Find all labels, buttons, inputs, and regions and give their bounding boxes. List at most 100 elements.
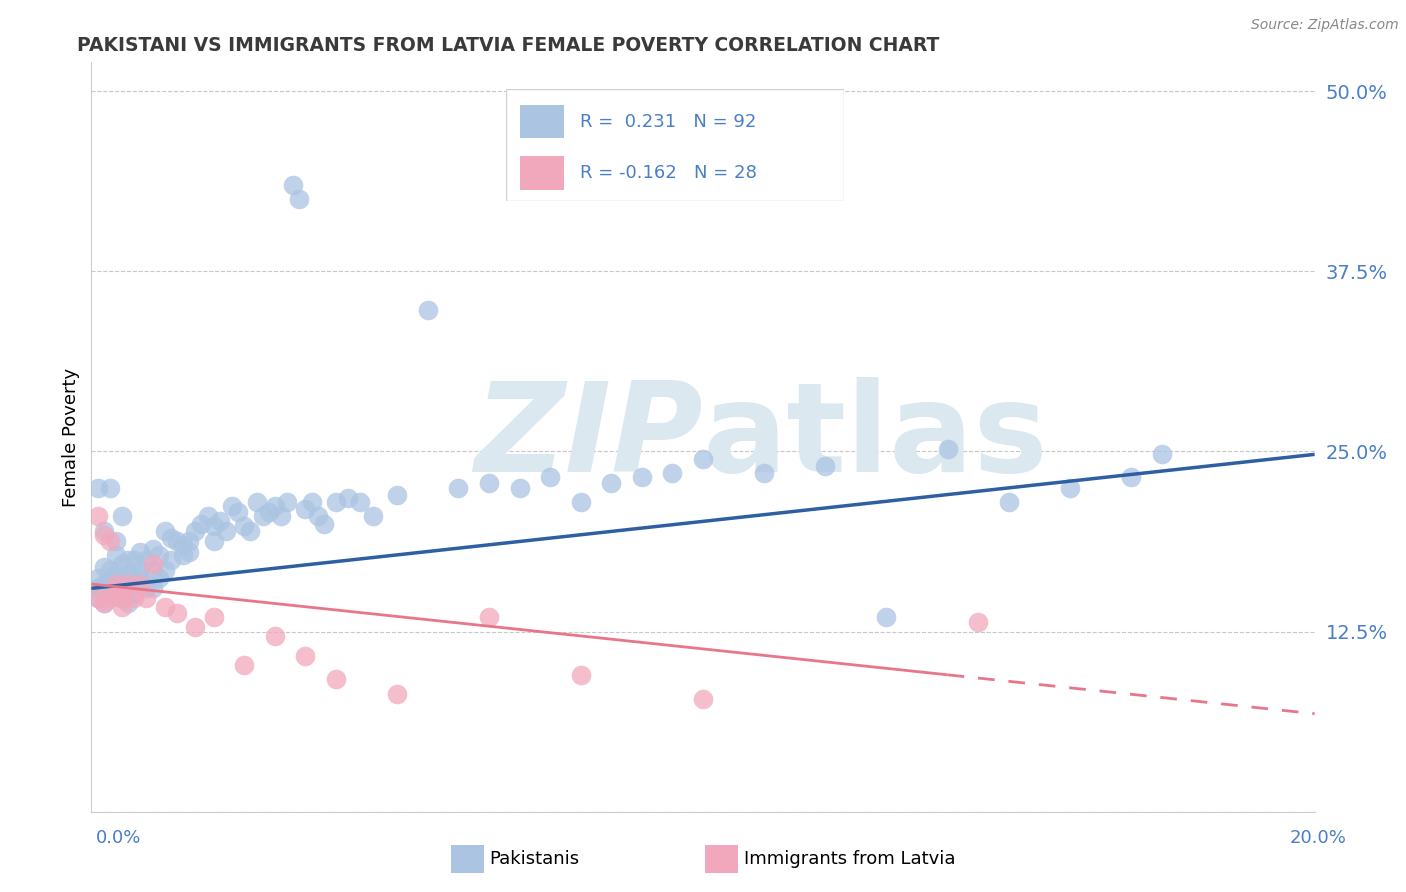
Point (184, 620, 207, 634)
Point (135, 591, 157, 606)
Point (104, 585, 127, 599)
Point (86, 509, 108, 524)
Text: PAKISTANI VS IMMIGRANTS FROM LATVIA FEMALE POVERTY CORRELATION CHART: PAKISTANI VS IMMIGRANTS FROM LATVIA FEMA… (77, 36, 939, 54)
Point (264, 629, 287, 643)
Point (257, 505, 280, 519)
Point (1121, 470, 1143, 484)
Point (569, 668, 592, 682)
Point (166, 533, 188, 548)
Point (325, 672, 347, 686)
Point (86, 571, 108, 585)
Point (179, 545, 201, 559)
Point (86, 582, 108, 596)
FancyBboxPatch shape (506, 89, 844, 201)
Text: 20.0%: 20.0% (1291, 829, 1347, 847)
Point (141, 563, 163, 577)
Point (998, 495, 1021, 509)
Point (122, 577, 145, 591)
Point (202, 610, 225, 624)
Point (325, 495, 347, 509)
Point (197, 509, 219, 524)
Point (221, 500, 243, 514)
Point (967, 615, 990, 629)
Point (385, 488, 409, 502)
Point (166, 606, 188, 620)
Point (117, 566, 139, 581)
Point (135, 582, 157, 596)
Text: atlas: atlas (703, 376, 1049, 498)
Point (117, 577, 139, 591)
Point (98, 591, 121, 606)
Point (98, 533, 121, 548)
Point (385, 687, 409, 701)
Point (754, 466, 776, 480)
Point (93, 559, 115, 574)
Text: Source: ZipAtlas.com: Source: ZipAtlas.com (1251, 18, 1399, 32)
FancyBboxPatch shape (451, 845, 484, 872)
Point (1059, 481, 1081, 495)
Point (288, 192, 311, 206)
Point (98, 481, 121, 495)
Point (93, 528, 115, 542)
FancyBboxPatch shape (520, 104, 564, 138)
Point (104, 548, 127, 562)
Point (276, 495, 298, 509)
Point (104, 533, 127, 548)
Point (98, 571, 121, 585)
Point (239, 524, 262, 538)
Point (86, 481, 108, 495)
Point (129, 577, 152, 591)
Point (141, 557, 163, 571)
Point (93, 524, 115, 538)
Point (98, 582, 121, 596)
Point (184, 524, 207, 538)
Point (478, 610, 501, 624)
Point (86, 591, 108, 606)
Point (111, 591, 134, 606)
Point (93, 596, 115, 610)
Point (202, 533, 225, 548)
Point (361, 509, 384, 524)
Point (93, 596, 115, 610)
Point (283, 178, 305, 192)
Point (153, 600, 176, 615)
Point (312, 516, 335, 531)
Point (349, 495, 371, 509)
Point (172, 538, 194, 552)
Point (141, 542, 163, 557)
Point (93, 577, 115, 591)
Point (98, 563, 121, 577)
Point (148, 571, 170, 585)
Point (245, 495, 267, 509)
Point (117, 552, 139, 566)
Point (1150, 447, 1173, 461)
Text: R = -0.162   N = 28: R = -0.162 N = 28 (581, 164, 758, 182)
Point (814, 458, 837, 473)
Point (129, 563, 152, 577)
Point (264, 500, 287, 514)
Point (153, 524, 176, 538)
Point (202, 519, 225, 533)
Point (936, 442, 959, 456)
Point (631, 470, 654, 484)
Point (104, 577, 127, 591)
Point (135, 552, 157, 566)
Text: Immigrants from Latvia: Immigrants from Latvia (744, 849, 955, 868)
Point (117, 577, 139, 591)
Point (190, 516, 212, 531)
Point (104, 566, 127, 581)
Point (875, 610, 898, 624)
Point (478, 476, 501, 491)
Point (122, 591, 145, 606)
Point (301, 495, 323, 509)
Point (416, 303, 439, 318)
Point (270, 509, 292, 524)
Point (692, 692, 714, 706)
Point (215, 524, 238, 538)
Point (122, 585, 145, 599)
FancyBboxPatch shape (706, 845, 738, 872)
Point (104, 589, 127, 603)
Point (294, 502, 316, 516)
Point (117, 596, 139, 610)
Point (600, 476, 623, 491)
